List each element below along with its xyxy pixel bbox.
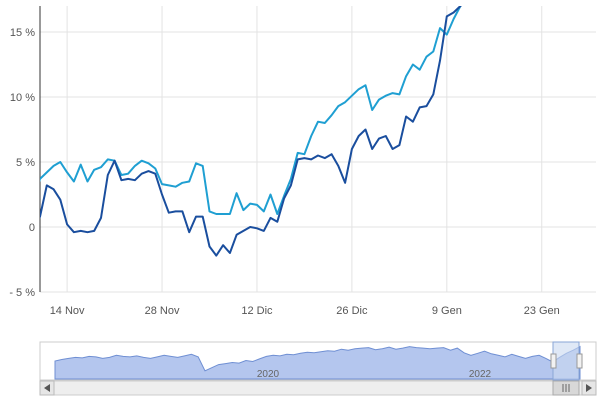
range-navigator[interactable]: 2020 2022 bbox=[39, 341, 597, 381]
y-tick-label: 10 % bbox=[10, 92, 35, 104]
series-lines bbox=[40, 6, 462, 257]
y-axis-tick-labels: - 5 % 0 5 % 10 % 15 % bbox=[9, 27, 35, 299]
x-tick-label: 14 Nov bbox=[50, 305, 85, 317]
navigator-label: 2020 bbox=[257, 369, 280, 380]
y-tick-label: 15 % bbox=[10, 27, 35, 39]
navigator-left-handle[interactable] bbox=[550, 353, 557, 369]
series-line-1 bbox=[40, 6, 462, 215]
scrollbar-track[interactable] bbox=[39, 380, 597, 396]
navigator-labels: 2020 2022 bbox=[257, 369, 492, 380]
y-tick-label: 0 bbox=[29, 222, 35, 234]
navigator-label: 2022 bbox=[469, 369, 492, 380]
arrow-right-icon bbox=[586, 384, 592, 392]
navigator-selected-range[interactable] bbox=[552, 341, 580, 381]
x-axis-tick-labels: 14 Nov 28 Nov 12 Dic 26 Dic 9 Gen 23 Gen bbox=[50, 305, 560, 317]
grid bbox=[40, 6, 596, 293]
y-tick-label: - 5 % bbox=[9, 287, 35, 299]
grip-icon bbox=[562, 384, 570, 392]
x-tick-label: 26 Dic bbox=[336, 305, 368, 317]
series-line-2 bbox=[40, 6, 462, 257]
navigator-series bbox=[54, 345, 581, 380]
arrow-left-icon bbox=[44, 384, 50, 392]
scrollbar[interactable] bbox=[39, 380, 597, 396]
x-tick-label: 23 Gen bbox=[524, 305, 560, 317]
y-tick-label: 5 % bbox=[16, 157, 35, 169]
navigator-right-handle[interactable] bbox=[576, 353, 583, 369]
x-tick-label: 9 Gen bbox=[432, 305, 462, 317]
navigator-area bbox=[54, 345, 581, 380]
x-tick-label: 12 Dic bbox=[241, 305, 273, 317]
x-tick-label: 28 Nov bbox=[145, 305, 180, 317]
